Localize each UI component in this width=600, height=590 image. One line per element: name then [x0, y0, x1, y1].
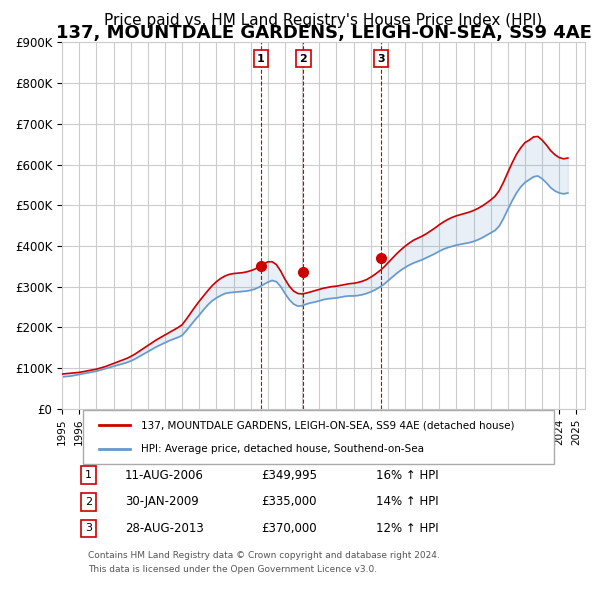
- Text: 16% ↑ HPI: 16% ↑ HPI: [376, 468, 439, 481]
- FancyBboxPatch shape: [83, 410, 554, 464]
- Text: HPI: Average price, detached house, Southend-on-Sea: HPI: Average price, detached house, Sout…: [140, 444, 424, 454]
- Text: This data is licensed under the Open Government Licence v3.0.: This data is licensed under the Open Gov…: [88, 565, 377, 573]
- Title: 137, MOUNTDALE GARDENS, LEIGH-ON-SEA, SS9 4AE: 137, MOUNTDALE GARDENS, LEIGH-ON-SEA, SS…: [56, 25, 592, 42]
- Text: 30-JAN-2009: 30-JAN-2009: [125, 495, 199, 508]
- Text: 2: 2: [299, 54, 307, 64]
- Text: Price paid vs. HM Land Registry's House Price Index (HPI): Price paid vs. HM Land Registry's House …: [104, 13, 542, 28]
- Text: £370,000: £370,000: [261, 522, 316, 535]
- Text: 1: 1: [257, 54, 265, 64]
- Text: 1: 1: [85, 470, 92, 480]
- Text: 14% ↑ HPI: 14% ↑ HPI: [376, 495, 439, 508]
- Text: 28-AUG-2013: 28-AUG-2013: [125, 522, 203, 535]
- Text: Contains HM Land Registry data © Crown copyright and database right 2024.: Contains HM Land Registry data © Crown c…: [88, 552, 440, 560]
- Text: 3: 3: [377, 54, 385, 64]
- Text: 137, MOUNTDALE GARDENS, LEIGH-ON-SEA, SS9 4AE (detached house): 137, MOUNTDALE GARDENS, LEIGH-ON-SEA, SS…: [140, 420, 514, 430]
- Text: 3: 3: [85, 523, 92, 533]
- Text: 2: 2: [85, 497, 92, 507]
- Text: 12% ↑ HPI: 12% ↑ HPI: [376, 522, 439, 535]
- Text: £335,000: £335,000: [261, 495, 316, 508]
- Text: 11-AUG-2006: 11-AUG-2006: [125, 468, 204, 481]
- Text: £349,995: £349,995: [261, 468, 317, 481]
